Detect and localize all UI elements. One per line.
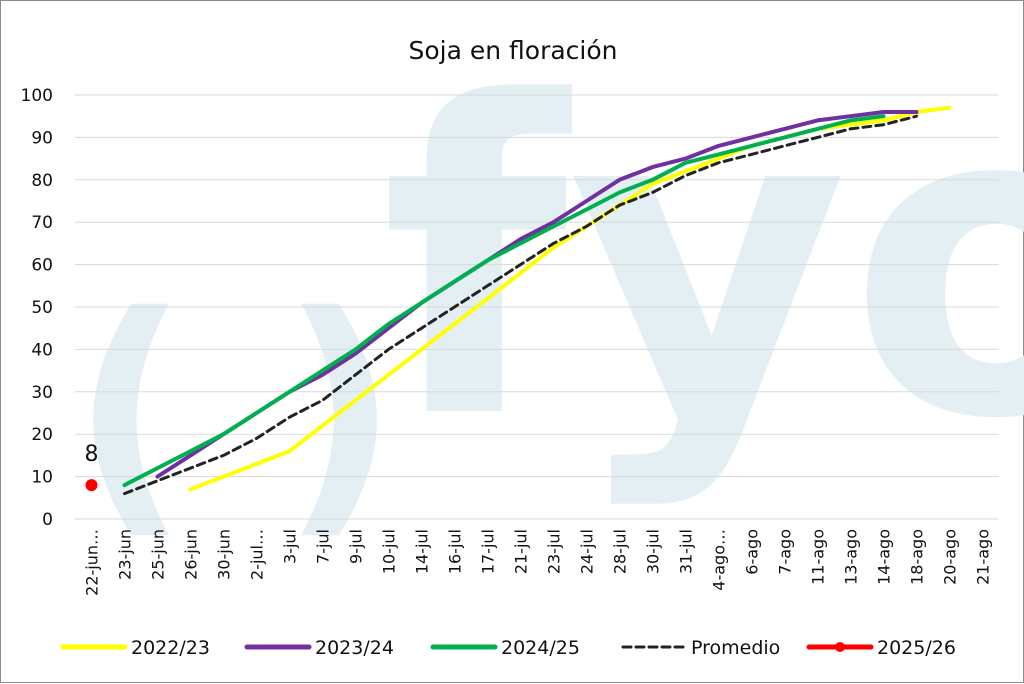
y-tick-label: 90 [31, 128, 53, 148]
gridlines [75, 94, 999, 520]
y-tick-label: 100 [21, 86, 53, 106]
x-tick-label: 25-jun [149, 529, 168, 580]
legend-label: 2025/26 [877, 637, 956, 659]
x-tick-label: 21-jul [512, 529, 531, 574]
watermark-parens: ( ) [71, 261, 399, 563]
x-tick-label: 28-jul [611, 529, 630, 574]
x-tick-label: 4-ago… [710, 529, 729, 591]
x-tick-label: 7-ago [776, 529, 795, 575]
x-tick-label: 18-ago [908, 529, 927, 585]
x-tick-label: 30-jul [644, 529, 663, 574]
y-tick-label: 40 [31, 340, 53, 360]
x-tick-label: 9-jul [347, 529, 366, 564]
x-tick-label: 20-ago [941, 529, 960, 585]
y-tick-label: 0 [42, 510, 53, 530]
x-tick-label: 3-jul [281, 529, 300, 564]
x-tick-label: 24-jul [578, 529, 597, 574]
series-line-2024-25 [122, 114, 886, 488]
legend: 2022/23 2023/24 2024/25 Promedio 2025/26 [60, 637, 956, 659]
x-axis-ticks: 22-jun… 23-jun 25-jun 26-jun 30-jun 2-jul… 3-j… [83, 529, 993, 596]
legend-marker-2025-26 [835, 642, 845, 652]
fyo-watermark: ( )fyo [71, 13, 1024, 563]
y-tick-label: 10 [31, 468, 53, 488]
watermark-fyo: fyo [381, 13, 1024, 513]
x-tick-label: 16-jul [446, 529, 465, 574]
x-tick-label: 2-jul… [248, 529, 267, 580]
legend-label: Promedio [691, 637, 780, 659]
legend-label: 2023/24 [315, 637, 394, 659]
x-tick-label: 26-jun [182, 529, 201, 580]
data-label-2025-26: 8 [85, 442, 99, 467]
y-tick-label: 60 [31, 256, 53, 276]
x-tick-label: 31-jul [677, 529, 696, 574]
x-tick-label: 30-jun [215, 529, 234, 580]
annotations: 8 [85, 442, 99, 467]
x-tick-label: 17-jul [479, 529, 498, 574]
x-tick-label: 21-ago [974, 529, 993, 585]
legend-label: 2022/23 [131, 637, 210, 659]
x-tick-label: 10-jul [380, 529, 399, 574]
y-tick-label: 80 [31, 171, 53, 191]
y-tick-label: 70 [31, 213, 53, 233]
y-tick-label: 20 [31, 425, 53, 445]
series-lines [85, 105, 952, 496]
x-tick-label: 7-jul [314, 529, 333, 564]
x-tick-label: 23-jul [545, 529, 564, 574]
data-point-2025-26 [85, 479, 98, 492]
chart-title: Soja en floración [408, 36, 617, 65]
x-tick-label: 11-ago [809, 529, 828, 585]
x-tick-label: 6-ago [743, 529, 762, 575]
y-tick-label: 50 [31, 298, 53, 318]
x-tick-label: 22-jun… [83, 529, 102, 596]
series-line-Promedio [123, 114, 918, 496]
y-tick-label: 30 [31, 383, 53, 403]
legend-label: 2024/25 [501, 637, 580, 659]
x-tick-label: 14-jul [413, 529, 432, 574]
x-tick-label: 23-jun [116, 529, 135, 580]
x-tick-label: 14-ago [875, 529, 894, 585]
x-tick-label: 13-ago [842, 529, 861, 585]
y-axis-ticks: 0 10 20 30 40 50 60 70 80 90 100 [21, 86, 53, 530]
